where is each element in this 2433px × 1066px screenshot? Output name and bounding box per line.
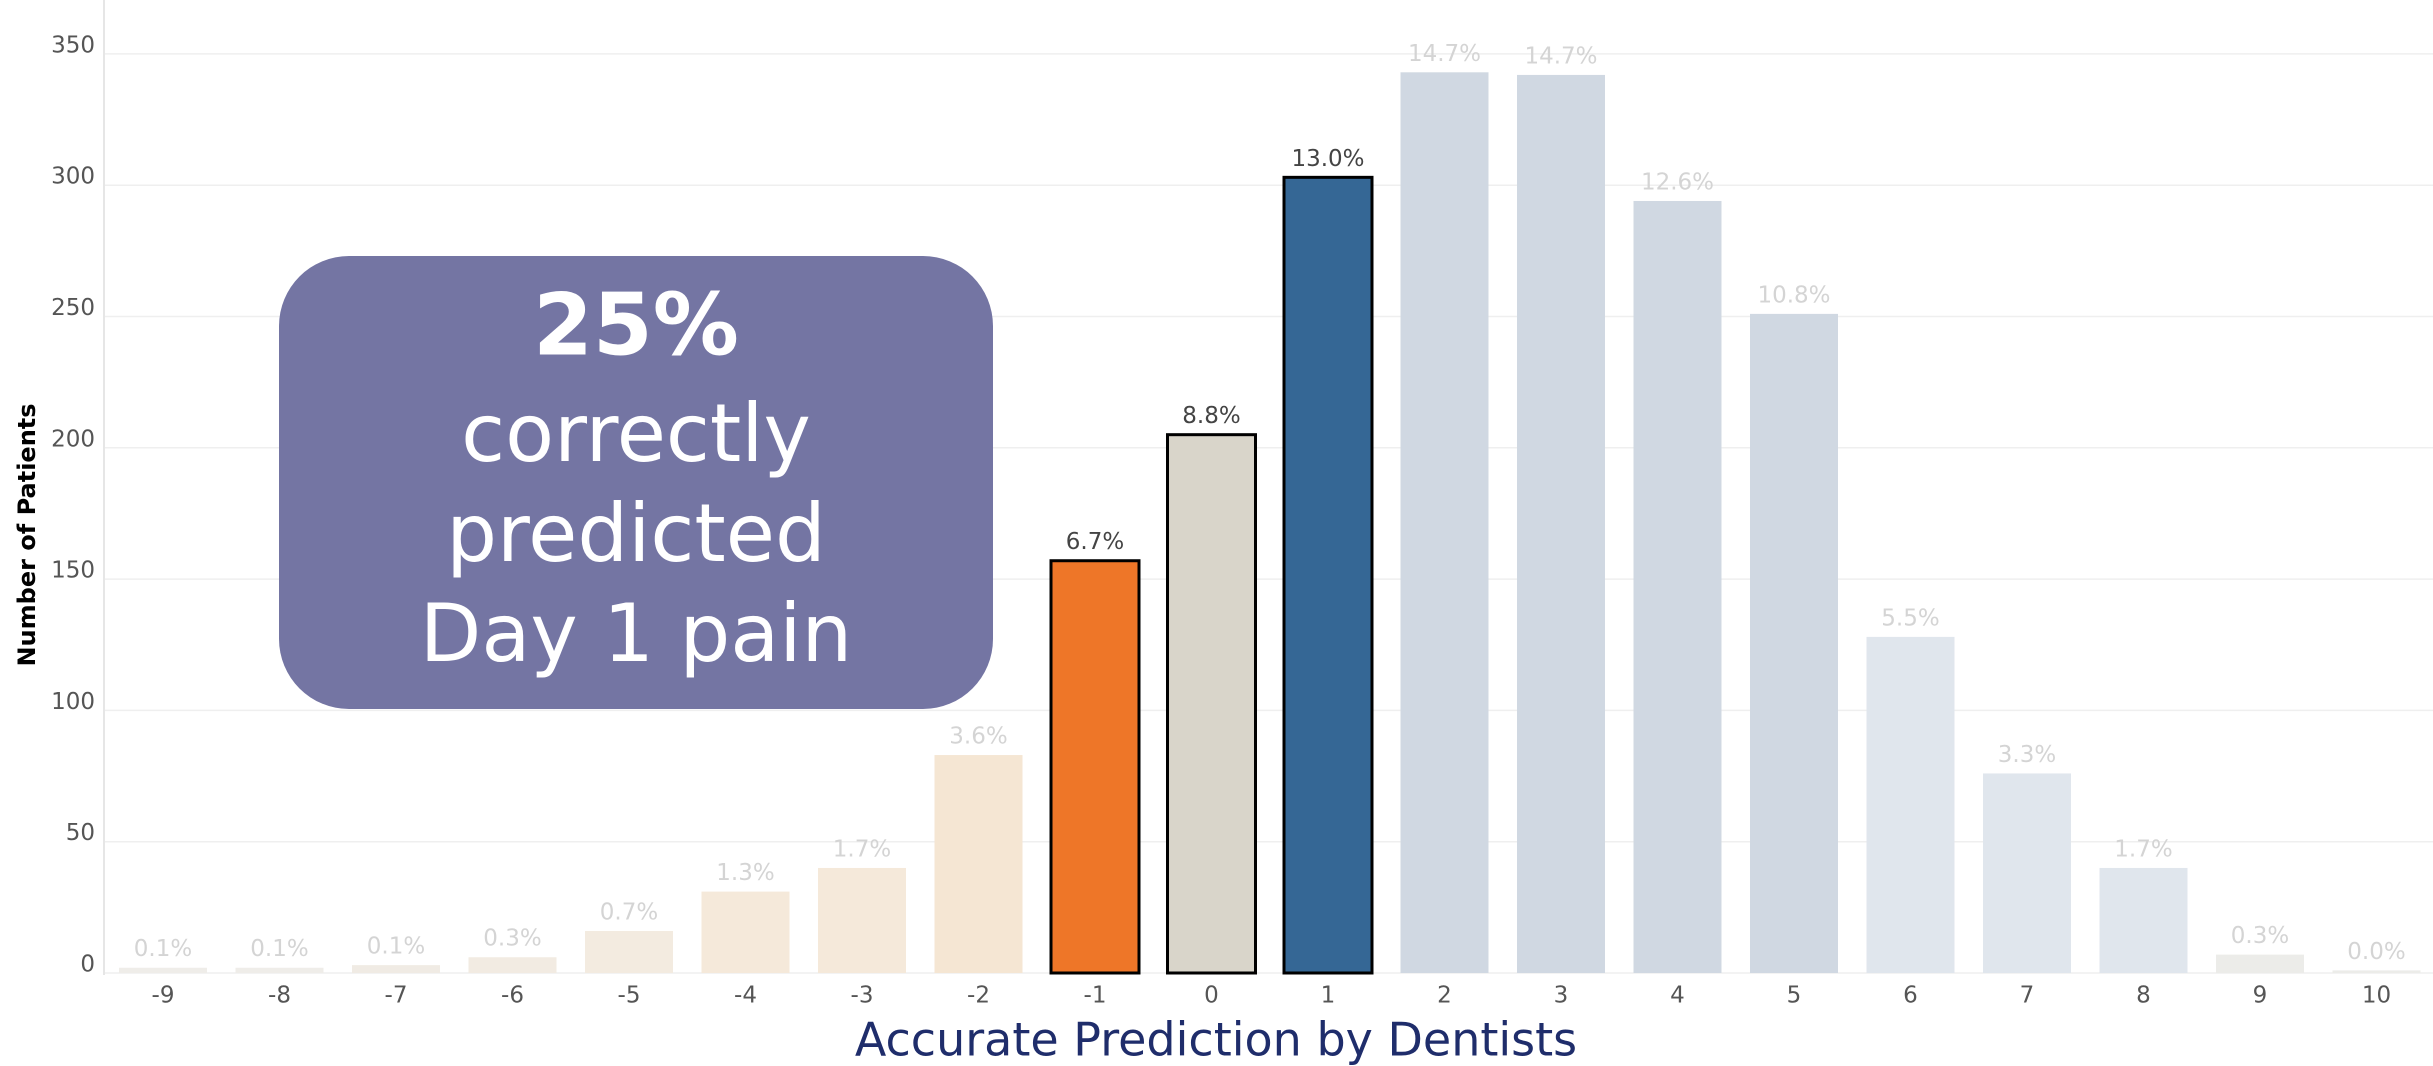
y-tick-label: 200 bbox=[51, 426, 95, 452]
bar bbox=[934, 755, 1023, 973]
y-tick-label: 300 bbox=[51, 164, 95, 190]
data-label: 0.1% bbox=[250, 936, 308, 962]
bar bbox=[2099, 867, 2188, 973]
bar bbox=[701, 891, 790, 973]
data-label: 1.7% bbox=[2114, 836, 2172, 862]
bar bbox=[1282, 175, 1374, 975]
bar bbox=[2332, 970, 2421, 973]
annotation-line: predicted bbox=[446, 487, 826, 580]
x-tick-label: -2 bbox=[967, 983, 990, 1009]
data-label: 13.0% bbox=[1291, 146, 1364, 172]
bar bbox=[468, 957, 557, 973]
bar bbox=[1049, 559, 1141, 975]
x-tick-label: -8 bbox=[268, 983, 291, 1009]
y-axis-label: Number of Patients bbox=[13, 403, 41, 666]
x-tick-label: -9 bbox=[152, 983, 175, 1009]
annotation-box bbox=[279, 256, 993, 709]
y-tick-label: 350 bbox=[51, 32, 95, 58]
x-tick-label: -6 bbox=[501, 983, 524, 1009]
bar bbox=[818, 867, 906, 973]
y-tick-label: 250 bbox=[51, 295, 95, 321]
data-label: 5.5% bbox=[1881, 605, 1939, 631]
data-label: 12.6% bbox=[1641, 169, 1714, 195]
bar bbox=[119, 967, 207, 973]
annotation-line: correctly bbox=[461, 387, 811, 480]
x-tick-label: 3 bbox=[1554, 983, 1569, 1009]
chart-title: Accurate Prediction by Dentists bbox=[855, 1013, 1577, 1066]
data-label: 6.7% bbox=[1066, 529, 1124, 555]
data-label: 8.8% bbox=[1182, 403, 1240, 429]
y-tick-label: 50 bbox=[66, 820, 95, 846]
data-label: 0.7% bbox=[600, 899, 658, 925]
bar bbox=[1166, 433, 1257, 975]
bar bbox=[585, 930, 673, 973]
y-tick-label: 100 bbox=[51, 689, 95, 715]
annotation-headline: 25% bbox=[533, 275, 739, 375]
x-tick-label: 5 bbox=[1787, 983, 1802, 1009]
data-label: 3.3% bbox=[1998, 742, 2056, 768]
x-tick-label: 2 bbox=[1437, 983, 1452, 1009]
bar bbox=[1866, 636, 1955, 973]
data-label: 0.0% bbox=[2347, 939, 2405, 965]
data-label: 0.3% bbox=[483, 926, 541, 952]
data-label: 14.7% bbox=[1408, 41, 1481, 67]
bar bbox=[1400, 72, 1489, 973]
data-label: 1.7% bbox=[833, 836, 891, 862]
annotation-line: Day 1 pain bbox=[420, 587, 852, 680]
x-tick-label: -3 bbox=[851, 983, 874, 1009]
x-tick-label: -5 bbox=[618, 983, 641, 1009]
data-label: 0.1% bbox=[134, 936, 192, 962]
bar bbox=[1633, 200, 1722, 973]
x-tick-label: 6 bbox=[1903, 983, 1918, 1009]
bar bbox=[2216, 954, 2304, 973]
x-tick-label: 0 bbox=[1204, 983, 1219, 1009]
x-tick-label: 4 bbox=[1670, 983, 1685, 1009]
data-label: 1.3% bbox=[716, 860, 774, 886]
data-label: 0.3% bbox=[2231, 923, 2289, 949]
data-label: 10.8% bbox=[1757, 282, 1830, 308]
y-tick-label: 0 bbox=[80, 952, 95, 978]
bar bbox=[1983, 773, 2071, 973]
x-tick-label: -7 bbox=[385, 983, 408, 1009]
y-tick-label: 150 bbox=[51, 558, 95, 584]
x-tick-label: 9 bbox=[2253, 983, 2268, 1009]
x-tick-label: -1 bbox=[1084, 983, 1107, 1009]
data-label: 0.1% bbox=[367, 934, 425, 960]
data-label: 3.6% bbox=[949, 724, 1007, 750]
x-tick-label: 10 bbox=[2362, 983, 2391, 1009]
bar bbox=[1750, 313, 1838, 973]
data-label: 14.7% bbox=[1524, 43, 1597, 69]
x-tick-label: 1 bbox=[1321, 983, 1336, 1009]
bar bbox=[352, 965, 440, 973]
x-tick-label: -4 bbox=[734, 983, 757, 1009]
x-tick-label: 7 bbox=[2020, 983, 2035, 1009]
x-tick-label: 8 bbox=[2136, 983, 2151, 1009]
bar bbox=[1517, 74, 1605, 973]
bar bbox=[235, 967, 324, 973]
